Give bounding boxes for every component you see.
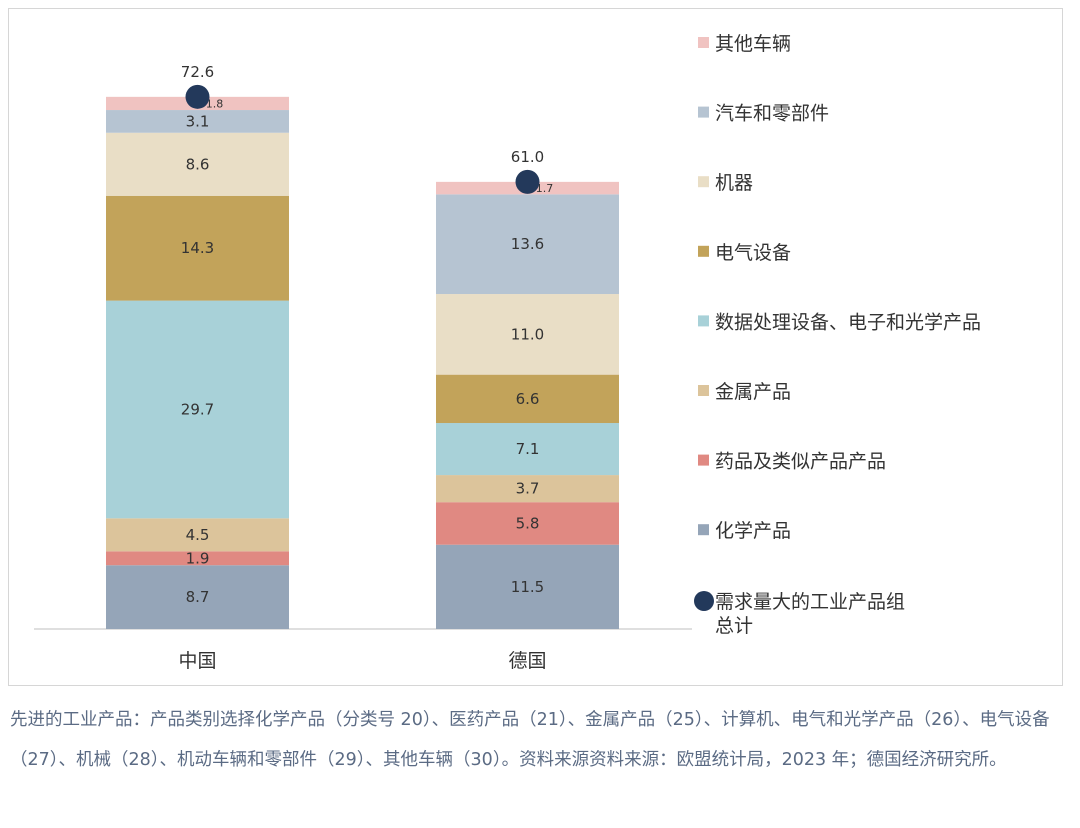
bar-data-label: 1.8 bbox=[206, 97, 224, 110]
bar-segment bbox=[436, 502, 619, 545]
bar-segment bbox=[436, 294, 619, 375]
legend-swatch bbox=[698, 37, 709, 48]
legend-swatch bbox=[698, 385, 709, 396]
legend-entry: 需求量大的工业产品组 bbox=[715, 591, 905, 613]
legend-entry: 机器 bbox=[715, 172, 753, 194]
bar-segment bbox=[436, 544, 619, 629]
legend-swatch bbox=[698, 524, 709, 536]
bar-segment bbox=[436, 374, 619, 424]
bar-data-label: 29.7 bbox=[181, 400, 214, 418]
legend-entry: 数据处理设备、电子和光学产品 bbox=[715, 311, 981, 333]
total-marker bbox=[185, 84, 210, 109]
bar-segment bbox=[106, 518, 289, 552]
bar-data-label: 3.7 bbox=[516, 480, 540, 498]
bar-data-label: 11.0 bbox=[511, 325, 544, 343]
legend-swatch bbox=[698, 245, 709, 257]
chart-frame: 8.7 1.9 4.5 29.7 14.3 8.6 3.1 1.8 72.6 中国 11.5 5.8 3… bbox=[8, 8, 1063, 686]
bar-data-label: 5.8 bbox=[516, 514, 540, 532]
bar-data-label: 6.6 bbox=[516, 390, 540, 408]
total-marker bbox=[515, 169, 540, 194]
legend-swatch bbox=[698, 176, 709, 188]
bar-segment bbox=[436, 475, 619, 503]
legend-swatch bbox=[698, 106, 709, 118]
bar-data-label: 3.1 bbox=[186, 112, 210, 130]
x-tick-label: 中国 bbox=[178, 650, 216, 672]
legend-entry: 化学产品 bbox=[715, 520, 791, 542]
bar-data-label: 7.1 bbox=[516, 440, 540, 458]
total-label: 72.6 bbox=[181, 63, 214, 81]
legend-swatch bbox=[698, 454, 709, 466]
bar-segment bbox=[106, 195, 289, 301]
bar-data-label: 1.7 bbox=[536, 182, 554, 195]
bar-data-label: 13.6 bbox=[511, 235, 544, 253]
bar-data-label: 4.5 bbox=[186, 526, 210, 544]
bar-data-label: 14.3 bbox=[181, 239, 214, 257]
x-tick-label: 德国 bbox=[508, 650, 546, 672]
bar-segment bbox=[436, 423, 619, 476]
bar-segment bbox=[106, 110, 289, 133]
legend-entry: 其他车辆 bbox=[715, 33, 791, 55]
bar-data-label: 8.7 bbox=[186, 588, 210, 606]
legend-entry: 总计 bbox=[715, 615, 753, 637]
bar-data-label: 1.9 bbox=[186, 549, 210, 567]
bar-segment bbox=[106, 132, 289, 196]
legend-total-marker bbox=[694, 591, 714, 611]
bar-data-label: 11.5 bbox=[511, 578, 544, 596]
legend-entry: 电气设备 bbox=[715, 242, 791, 264]
bar-data-label: 8.6 bbox=[186, 155, 210, 173]
bar-segment bbox=[106, 551, 289, 566]
legend-entry: 汽车和零部件 bbox=[715, 103, 829, 125]
bar-segment bbox=[436, 194, 619, 295]
stacked-bar-chart: 8.7 1.9 4.5 29.7 14.3 8.6 3.1 1.8 72.6 中国 11.5 5.8 3… bbox=[34, 33, 981, 672]
bar-segment bbox=[106, 565, 289, 629]
legend-entry: 药品及类似产品产品 bbox=[715, 451, 886, 473]
legend-entry: 金属产品 bbox=[715, 381, 791, 403]
source-footnote: 先进的工业产品：产品类别选择化学产品（分类号 20）、医药产品（21）、金属产品… bbox=[10, 710, 1050, 770]
bar-segment bbox=[106, 300, 289, 519]
total-label: 61.0 bbox=[511, 148, 544, 166]
legend-swatch bbox=[698, 315, 709, 327]
